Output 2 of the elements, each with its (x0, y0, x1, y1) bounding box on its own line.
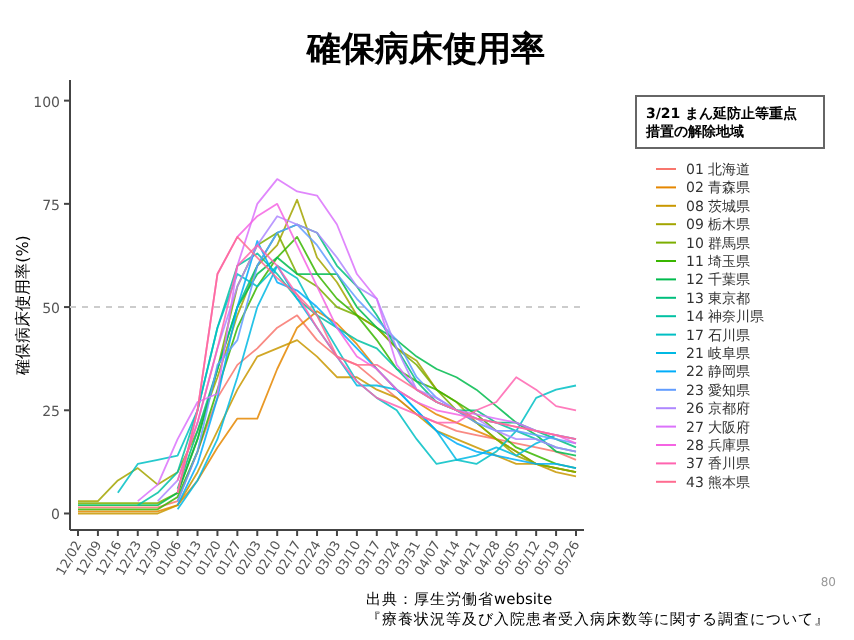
chart-title: 確保病床使用率 (305, 30, 545, 70)
y-axis-title: 確保病床使用率(%) (14, 235, 32, 377)
